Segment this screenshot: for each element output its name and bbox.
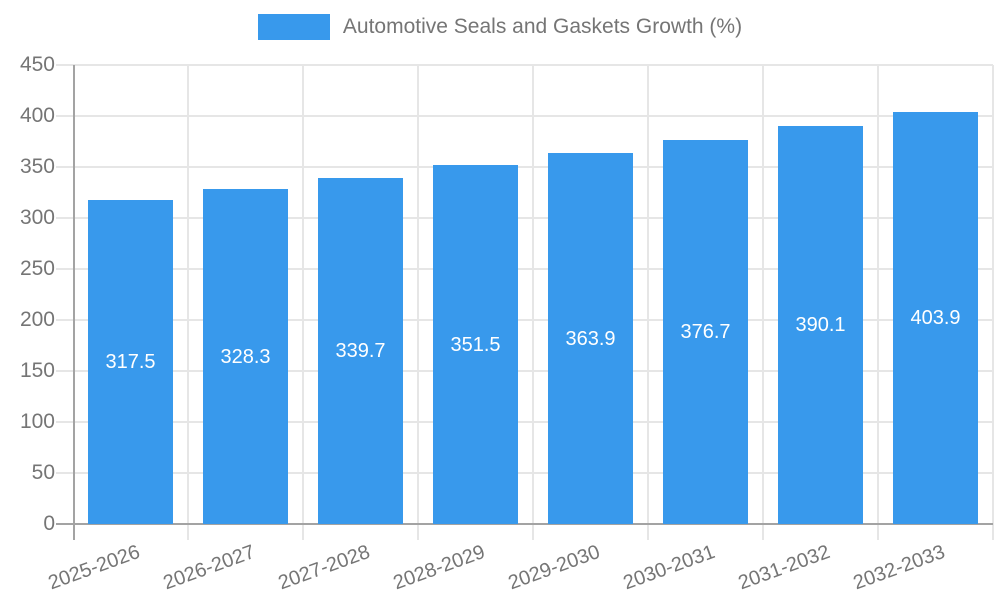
gridline-horizontal — [56, 421, 993, 423]
bar-value-label: 339.7 — [335, 340, 386, 362]
gridline-horizontal — [56, 115, 993, 117]
gridline-horizontal — [56, 370, 993, 372]
bar-value-label: 328.3 — [220, 345, 271, 368]
gridline-vertical — [762, 65, 764, 540]
bar: 363.9 — [548, 153, 633, 524]
y-axis-line — [73, 65, 75, 540]
gridline-horizontal — [56, 472, 993, 474]
bar: 403.9 — [893, 112, 978, 524]
bar-value-label: 363.9 — [565, 327, 616, 350]
gridline-horizontal — [56, 166, 993, 168]
plot-area: 317.5 328.3 339.7 351.5 363.9 376.7 390.1 403.9… — [20, 53, 994, 594]
bar: 351.5 — [433, 165, 518, 524]
bar: 328.3 — [203, 189, 288, 524]
gridline-horizontal — [56, 217, 993, 219]
x-tick-label: 2032-2033 — [849, 540, 948, 595]
x-tick-label: 2027-2028 — [274, 540, 373, 595]
y-tick-label: 50 — [31, 461, 55, 484]
gridline-vertical — [532, 65, 534, 540]
bar: 317.5 — [88, 200, 173, 524]
y-tick-label: 300 — [19, 206, 55, 229]
y-tick-label: 0 — [43, 512, 55, 535]
bar: 390.1 — [778, 126, 863, 524]
gridline-horizontal — [56, 268, 993, 270]
gridline-vertical — [417, 65, 419, 540]
x-tick-label: 2028-2029 — [389, 540, 488, 595]
legend-swatch — [257, 14, 330, 40]
bar-value-label: 390.1 — [795, 314, 846, 336]
x-tick-label: 2026-2027 — [159, 540, 258, 595]
gridline-vertical — [302, 65, 304, 540]
bar-value-label: 376.7 — [680, 321, 731, 343]
y-tick-label: 250 — [19, 257, 55, 280]
legend-label: Automotive Seals and Gaskets Growth (%) — [342, 15, 743, 38]
y-tick-label: 100 — [19, 410, 55, 433]
x-tick-label: 2025-2026 — [44, 540, 143, 595]
y-tick-label: 150 — [19, 359, 55, 382]
x-tick-label: 2031-2032 — [734, 540, 833, 595]
y-tick-label: 350 — [19, 155, 55, 178]
bar: 339.7 — [318, 178, 403, 524]
gridline-vertical — [992, 65, 994, 540]
x-axis-line — [56, 523, 993, 525]
x-tick-label: 2030-2031 — [619, 540, 718, 595]
gridline-vertical — [877, 65, 879, 540]
gridline-horizontal — [56, 319, 993, 321]
chart-legend-item[interactable]: Automotive Seals and Gaskets Growth (%) — [0, 14, 1000, 40]
bar-value-label: 317.5 — [105, 351, 156, 373]
y-tick-label: 450 — [19, 53, 55, 76]
bar-value-label: 351.5 — [450, 333, 501, 356]
bar: 376.7 — [663, 140, 748, 524]
x-tick-label: 2029-2030 — [504, 540, 603, 595]
bar-value-label: 403.9 — [910, 307, 961, 329]
gridline-horizontal — [56, 64, 993, 66]
y-tick-label: 200 — [19, 308, 55, 331]
gridline-vertical — [647, 65, 649, 540]
y-tick-label: 400 — [19, 104, 55, 127]
gridline-vertical — [187, 65, 189, 540]
